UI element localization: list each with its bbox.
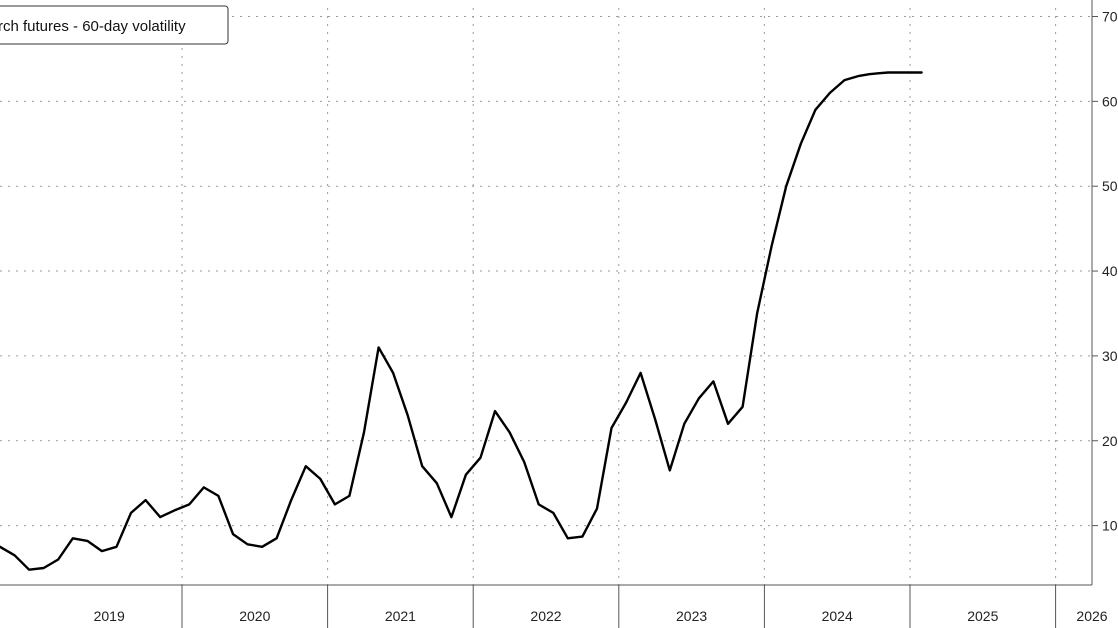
y-tick-label: 50 (1102, 178, 1118, 194)
legend-box (0, 5, 229, 45)
x-tick-label: 2021 (385, 608, 416, 624)
x-tick-label: 2022 (530, 608, 561, 624)
grid (0, 8, 1092, 585)
legend: rch futures - 60-day volatility (0, 5, 229, 45)
x-tick-label: 2023 (676, 608, 707, 624)
x-tick-label: 2026 (1076, 608, 1107, 624)
y-tick-label: 70 (1102, 8, 1118, 24)
y-tick-label: 40 (1102, 263, 1118, 279)
y-tick-label: 30 (1102, 348, 1118, 364)
x-tick-label: 2024 (822, 608, 853, 624)
y-tick-label: 20 (1102, 433, 1118, 449)
x-tick-label: 2025 (967, 608, 998, 624)
series-line-volatility (0, 71, 923, 571)
y-tick-label: 60 (1102, 93, 1118, 109)
legend-text: rch futures - 60-day volatility (0, 18, 186, 35)
y-tick-label: 10 (1102, 518, 1118, 534)
x-tick-label: 2020 (239, 608, 270, 624)
x-tick-label: 2019 (94, 608, 125, 624)
